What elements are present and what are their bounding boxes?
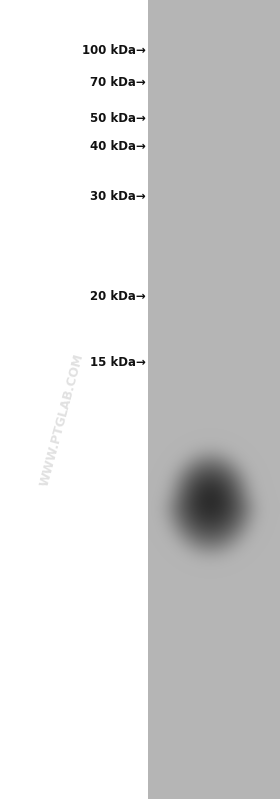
Text: 15 kDa→: 15 kDa→ [90,356,146,369]
Bar [148,0,280,30]
Text: 50 kDa→: 50 kDa→ [90,112,146,125]
Text: 70 kDa→: 70 kDa→ [90,75,146,89]
Text: WWW.PTGLAB.COM: WWW.PTGLAB.COM [38,352,86,488]
Text: 40 kDa→: 40 kDa→ [90,141,146,153]
Bar [148,0,280,799]
Text: 100 kDa→: 100 kDa→ [82,43,146,57]
Text: 20 kDa→: 20 kDa→ [90,289,146,303]
Text: 30 kDa→: 30 kDa→ [90,189,146,202]
Bar [148,0,280,60]
